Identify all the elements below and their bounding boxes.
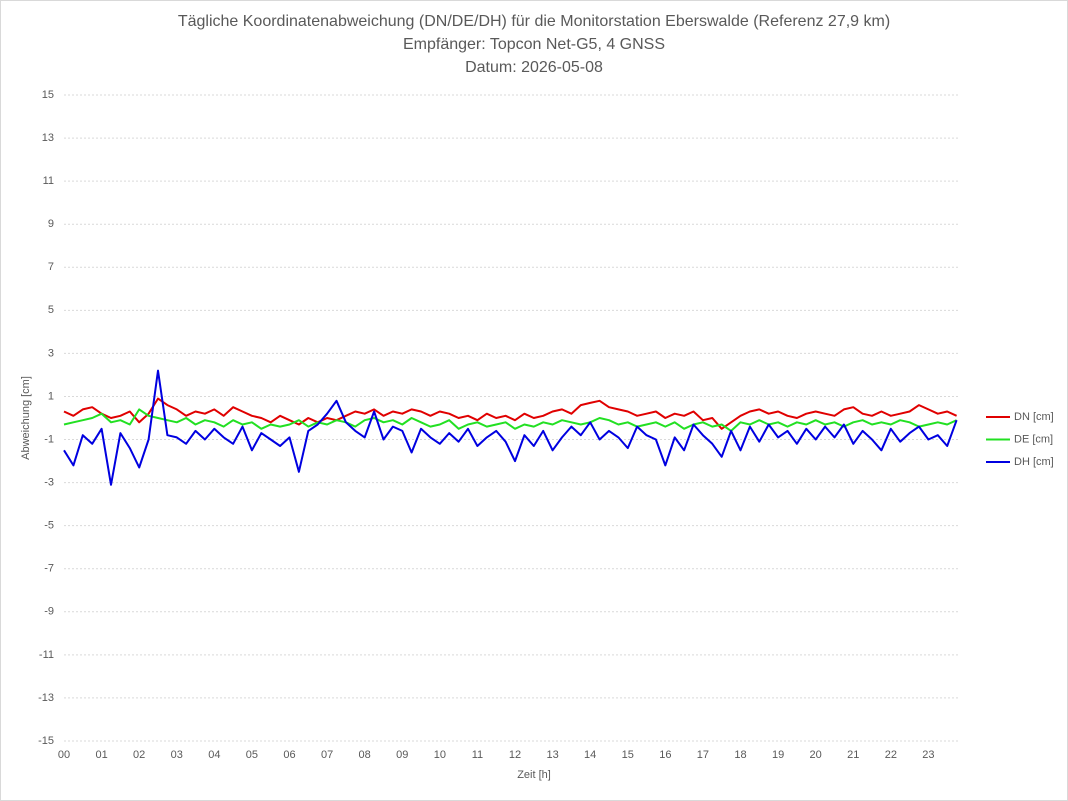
- y-tick-label: 3: [48, 347, 54, 359]
- y-tick-label: -11: [39, 649, 54, 661]
- x-tick-label: 16: [659, 749, 671, 761]
- series-line: [63, 369, 958, 486]
- x-tick-label: 09: [396, 749, 408, 761]
- legend-label: DE [cm]: [1014, 433, 1053, 445]
- x-tick-label: 11: [472, 749, 483, 761]
- y-tick-label: 11: [43, 175, 54, 187]
- y-tick-label: 7: [48, 261, 54, 273]
- x-tick-label: 21: [847, 749, 859, 761]
- y-tick-label: -13: [38, 692, 54, 704]
- y-tick-label: 13: [42, 132, 54, 144]
- x-tick-label: 22: [885, 749, 897, 761]
- x-tick-label: 19: [772, 749, 784, 761]
- x-tick-label: 12: [509, 749, 521, 761]
- y-tick-label: 15: [42, 89, 54, 101]
- x-tick-label: 08: [359, 749, 371, 761]
- y-tick-label: -1: [44, 433, 54, 445]
- y-tick-label: -3: [44, 477, 54, 489]
- series-line: [63, 408, 958, 432]
- x-tick-label: 13: [546, 749, 558, 761]
- chart-date: Datum: 2026-05-08: [465, 59, 603, 76]
- y-tick-label: -7: [44, 563, 54, 575]
- x-tick-label: 20: [810, 749, 822, 761]
- x-tick-label: 15: [622, 749, 634, 761]
- x-tick-label: 03: [171, 749, 183, 761]
- y-tick-label: 1: [48, 390, 54, 402]
- y-axis-title: Abweichung [cm]: [20, 376, 32, 460]
- chart-title: Tägliche Koordinatenabweichung (DN/DE/DH…: [178, 13, 890, 30]
- y-tick-label: -15: [38, 735, 54, 747]
- x-tick-label: 01: [95, 749, 107, 761]
- x-tick-label: 00: [58, 749, 70, 761]
- legend-label: DN [cm]: [1014, 411, 1054, 423]
- x-axis-title: Zeit [h]: [517, 769, 551, 781]
- y-tick-label: 5: [48, 304, 54, 316]
- x-tick-label: 14: [584, 749, 596, 761]
- x-tick-label: 10: [434, 749, 446, 761]
- x-tick-label: 23: [922, 749, 934, 761]
- x-tick-label: 07: [321, 749, 333, 761]
- x-tick-label: 06: [283, 749, 295, 761]
- y-tick-label: 9: [48, 218, 54, 230]
- legend-label: DH [cm]: [1014, 456, 1054, 468]
- series-line: [63, 397, 958, 430]
- x-tick-label: 04: [208, 749, 220, 761]
- y-tick-label: -9: [44, 606, 54, 618]
- x-tick-label: 05: [246, 749, 258, 761]
- x-tick-label: 02: [133, 749, 145, 761]
- chart-subtitle: Empfänger: Topcon Net-G5, 4 GNSS: [403, 36, 665, 53]
- x-tick-label: 18: [734, 749, 746, 761]
- y-tick-label: -5: [44, 520, 54, 532]
- x-tick-label: 17: [697, 749, 709, 761]
